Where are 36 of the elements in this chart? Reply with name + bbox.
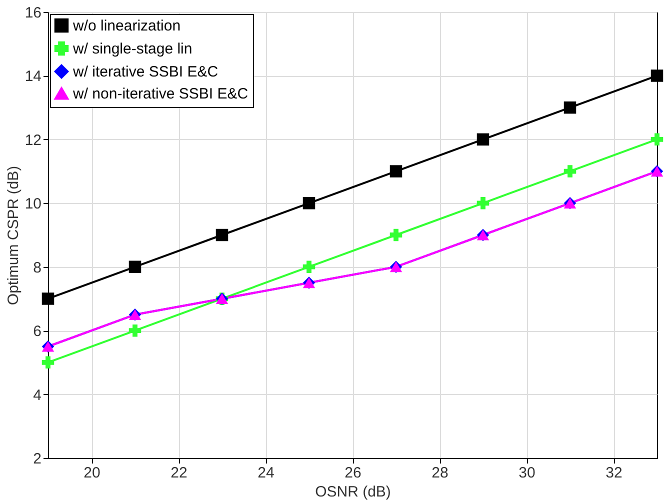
point [302, 260, 316, 273]
point [216, 228, 228, 242]
y-tick-label: 14 [24, 68, 42, 86]
x-tick-label: 22 [170, 464, 188, 482]
y-tick-label: 6 [33, 323, 42, 340]
legend-label: w/ single-stage lin [72, 40, 192, 58]
x-tick-label: 20 [84, 464, 100, 482]
y-tick-label: 10 [24, 196, 42, 213]
point [476, 133, 490, 146]
y-tick-label: 4 [33, 386, 42, 404]
point [302, 197, 316, 210]
y-tick-label: 8 [33, 259, 42, 276]
point [564, 101, 576, 114]
point [650, 70, 664, 82]
x-tick-label: 26 [344, 464, 362, 482]
point [42, 356, 54, 369]
y-tick-label: 2 [33, 450, 42, 468]
point [390, 165, 402, 178]
legend-label: w/o linearization [72, 18, 181, 34]
point [650, 133, 664, 146]
y-axis-title: Optimum CSPR (dB) [4, 166, 22, 306]
point [128, 324, 142, 337]
x-tick-label: 32 [606, 464, 622, 482]
x-tick-label: 30 [518, 464, 536, 482]
point [42, 292, 54, 305]
legend-label: w/ iterative SSBI E&C [72, 64, 218, 80]
x-tick-label: 24 [258, 464, 274, 482]
point [128, 260, 142, 273]
point [476, 197, 490, 210]
legend-label: w/ non-iterative SSBI E&C [72, 86, 248, 102]
x-tick-label: 28 [432, 464, 448, 482]
point [564, 165, 576, 178]
y-tick-label: 16 [24, 4, 42, 22]
x-axis-title: OSNR (dB) [315, 484, 391, 500]
point [390, 228, 402, 242]
y-tick-label: 12 [24, 132, 42, 149]
